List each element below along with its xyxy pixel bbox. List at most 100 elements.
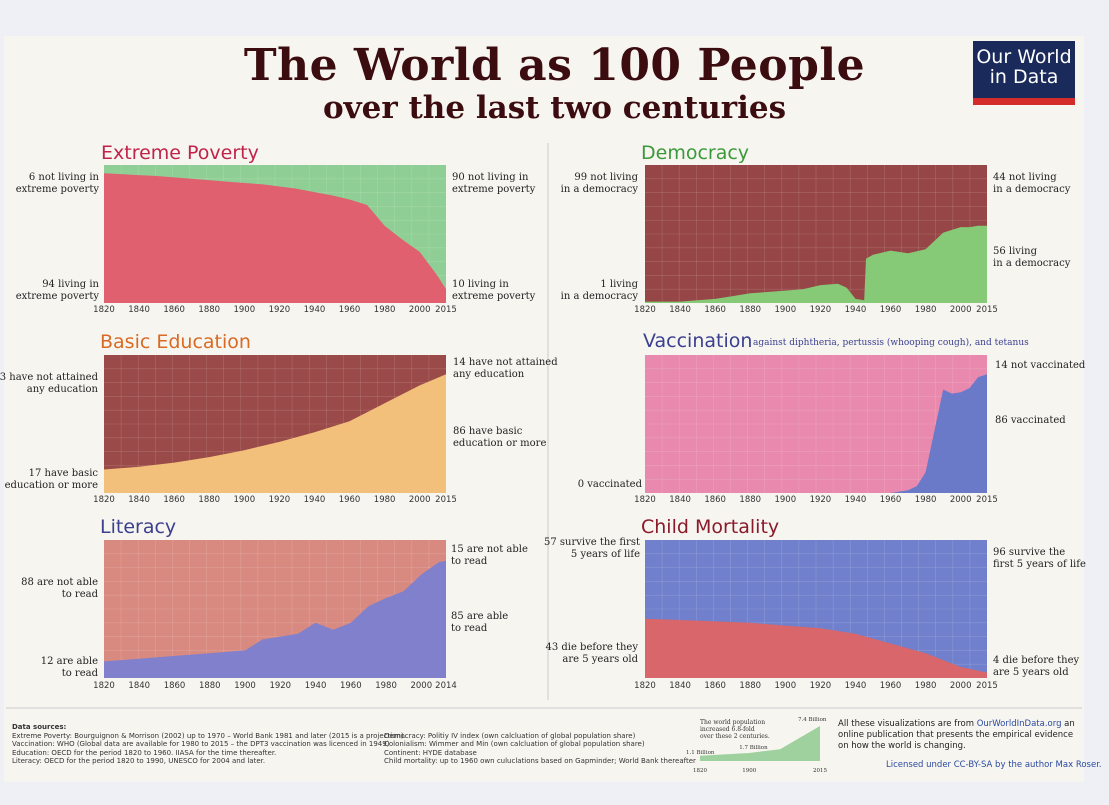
democracy-label-top-right: 44 not living in a democracy [993,172,1071,195]
literacy-tick-label: 1900 [234,681,256,691]
mortality-tick-label: 1840 [669,681,691,691]
democracy-chart: Democracy 1820 1840 1860 1880 1900 1920 1940 196… [561,142,1071,315]
population-label: 7.4 Billion [798,717,827,723]
mortality-tick-label: 1860 [704,681,726,691]
literacy-tick-label: 2014 [435,681,457,691]
population-mini-chart: The world population increased 6.8-fold ov… [686,717,827,774]
mortality-tick-label: 1900 [774,681,796,691]
education-tick-label: 1940 [304,495,326,505]
education-label-line: 17 have basic [29,468,99,479]
education-tick-label: 2015 [435,495,457,505]
mortality-tick-label: 1980 [915,681,937,691]
democracy-label-line: 99 not living [574,172,638,183]
poverty-tick-label: 1860 [163,305,185,315]
mortality-tick-label: 2015 [976,681,998,691]
literacy-tick-label: 1860 [164,681,186,691]
democracy-label-line: in a democracy [993,184,1071,195]
democracy-label-bottom-right: 56 living in a democracy [993,246,1071,269]
literacy-tick-label: 1960 [340,681,362,691]
vaccination-tick-label: 1940 [845,495,867,505]
source-line: Education: OECD for the period 1820 to 1… [12,748,277,757]
literacy-label-line: 85 are able [451,611,508,622]
education-tick-label: 1820 [93,495,115,505]
democracy-tick-label: 2000 [950,305,972,315]
owid-link[interactable]: OurWorldInData.org [976,719,1062,729]
source-line: Colonialism: Wimmer and Min (own calclua… [384,740,645,749]
data-sources-heading: Data sources: [12,723,67,731]
democracy-tick-label: 1840 [669,305,691,315]
education-bottom-area [104,374,446,493]
our-world-in-data-logo[interactable]: Our World in Data [973,41,1075,105]
mortality-tick-label: 2000 [950,681,972,691]
literacy-label-line: 88 are not able [21,577,98,588]
democracy-label-line: in a democracy [993,258,1071,269]
poverty-tick-label: 2000 [409,305,431,315]
vaccination-tick-label: 1820 [634,495,656,505]
mortality-label-top-left: 57 survive the first 5 years of life [544,537,640,560]
democracy-label-line: 56 living [993,246,1038,257]
literacy-tick-label: 1820 [93,681,115,691]
education-tick-label: 2000 [409,495,431,505]
poverty-label-line: 10 living in [452,279,509,290]
poverty-tick-label: 2015 [435,305,457,315]
democracy-label-line: 1 living [600,279,638,290]
poverty-tick-label: 1900 [233,305,255,315]
democracy-tick-label: 1980 [915,305,937,315]
literacy-tick-label: 2000 [410,681,432,691]
source-line: Child mortality: up to 1960 own culuclat… [384,757,696,766]
education-label-line: 83 have not attained [0,372,99,383]
source-line: Democracy: Politiy IV index (own calclua… [384,731,636,740]
education-tick-label: 1880 [198,495,220,505]
literacy-label-top-right: 15 are not able to read [451,544,528,567]
poverty-label-bottom-left: 94 living in extreme poverty [16,279,100,302]
logo-accent-bar [973,98,1075,105]
population-tick-label: 2015 [813,768,827,774]
literacy-tick-label: 1920 [269,681,291,691]
population-area [700,726,820,761]
mortality-tick-label: 1960 [880,681,902,691]
poverty-label-top-left: 6 not living in extreme poverty [16,172,100,195]
education-tick-label: 1900 [233,495,255,505]
about-post: an online publication that presents the … [838,719,1075,751]
democracy-label-top-left: 99 not living in a democracy [561,172,639,195]
literacy-tick-label: 1880 [199,681,221,691]
education-label-bottom-right: 86 have basic education or more [453,426,546,449]
source-line: Literacy: OECD for the period 1820 to 19… [12,757,266,766]
democracy-tick-label: 2015 [976,305,998,315]
poverty-label-line: 94 living in [42,279,99,290]
education-label-line: 86 have basic [453,426,523,437]
vaccination-tick-label: 1920 [810,495,832,505]
literacy-label-line: to read [451,623,488,634]
poster-subtitle: over the last two centuries [322,90,787,126]
literacy-label-line: 15 are not able [451,544,528,555]
mortality-bottom-area [645,618,987,678]
literacy-chart: Literacy 1820 1840 1860 1880 1900 1920 1940 1960… [21,516,528,691]
democracy-tick-label: 1820 [634,305,656,315]
population-note-line: The world population [700,719,765,726]
about-text: All these visualizations are from OurWor… [838,719,1083,752]
license-text: Licensed under CC-BY-SA by the author Ma… [886,760,1102,770]
vaccination-tick-label: 1840 [669,495,691,505]
poverty-label-line: extreme poverty [16,184,100,195]
population-tick-label: 1820 [693,768,707,774]
democracy-tick-label: 1880 [739,305,761,315]
mortality-label-line: 43 die before they [545,642,638,653]
about-pre: All these visualizations are from [838,719,977,729]
education-label-top-left: 83 have not attained any education [0,372,99,395]
poverty-label-line: 90 not living in [452,172,529,183]
population-note-line: over these 2 centuries. [700,733,770,740]
mortality-label-line: 4 die before they [993,655,1080,666]
poverty-label-bottom-right: 10 living in extreme poverty [452,279,536,302]
literacy-label-bottom-right: 85 are able to read [451,611,508,634]
democracy-label-bottom-left: 1 living in a democracy [561,279,639,302]
literacy-label-line: to read [62,589,99,600]
democracy-label-line: in a democracy [561,184,639,195]
education-label-bottom-left: 17 have basic education or more [5,468,99,491]
mortality-tick-label: 1940 [845,681,867,691]
population-note: The world population increased 6.8-fold ov… [700,719,770,740]
mortality-tick-label: 1820 [634,681,656,691]
poverty-tick-label: 1820 [93,305,115,315]
population-note-line: increased 6.8-fold [700,726,755,733]
vaccination-label-line: 0 vaccinated [578,479,643,490]
